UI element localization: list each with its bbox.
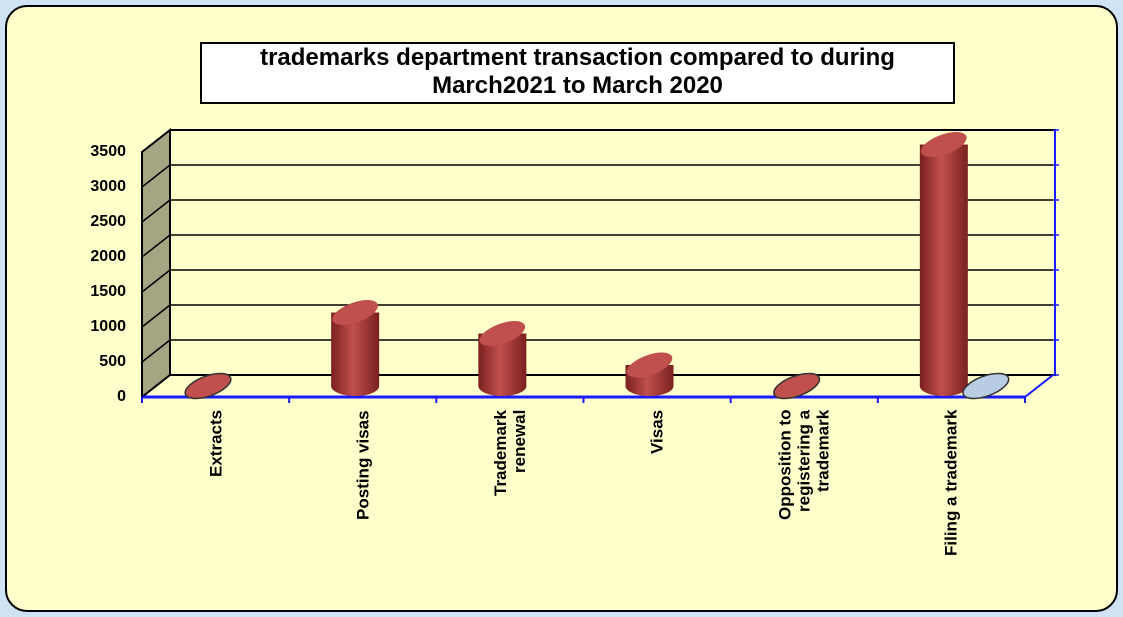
bar-top: [332, 300, 378, 325]
bar-bottom: [331, 376, 380, 396]
cylinder-bar: [773, 372, 821, 400]
bar-top: [626, 352, 673, 378]
cylinder-bar: [919, 132, 968, 396]
x-tick-label: Posting visas: [353, 410, 373, 520]
x-tick-label: Visas: [647, 410, 667, 455]
bar-top: [921, 132, 967, 157]
floor-edge: [1024, 374, 1054, 398]
cylinder-bar: [962, 372, 1010, 400]
bar-top: [773, 372, 821, 400]
side-grid-line: [141, 269, 171, 293]
bar-body: [331, 312, 380, 386]
bar-bottom: [919, 376, 968, 396]
x-tick-label: Opposition to registering a trademark: [775, 410, 833, 521]
x-tick-label: Extracts: [206, 410, 226, 478]
side-grid-line: [141, 129, 171, 153]
x-tick-label: Filing a trademark: [941, 410, 961, 557]
y-tick-label: 3000: [90, 178, 126, 195]
y-tick-label: 0: [117, 388, 126, 405]
chart-title: trademarks department transaction compar…: [200, 42, 955, 104]
back-wall: [169, 129, 1056, 376]
cylinder-bar: [184, 372, 232, 400]
bar-bottom: [625, 376, 674, 396]
side-grid-line: [141, 164, 171, 188]
side-wall: [141, 127, 171, 400]
side-grid-line: [141, 374, 171, 398]
side-grid-line: [141, 199, 171, 223]
side-grid-line: [141, 304, 171, 328]
side-grid-line: [141, 234, 171, 258]
y-tick-label: 2500: [90, 213, 126, 230]
y-tick-label: 1500: [90, 283, 126, 300]
cylinder-bar: [625, 352, 674, 396]
y-tick-label: 500: [99, 353, 126, 370]
y-tick-label: 2000: [90, 248, 126, 265]
bar-top: [184, 372, 232, 400]
y-tick-label: 1000: [90, 318, 126, 335]
side-grid-line: [141, 339, 171, 363]
bar-body: [919, 144, 968, 386]
bar-top: [962, 372, 1010, 400]
cylinder-bar: [331, 300, 380, 396]
bar-bottom: [478, 376, 527, 396]
cylinder-bar: [478, 321, 527, 396]
y-tick-label: 3500: [90, 143, 126, 160]
bar-top: [479, 321, 526, 346]
x-tick-label: Trademark renewal: [490, 410, 529, 496]
